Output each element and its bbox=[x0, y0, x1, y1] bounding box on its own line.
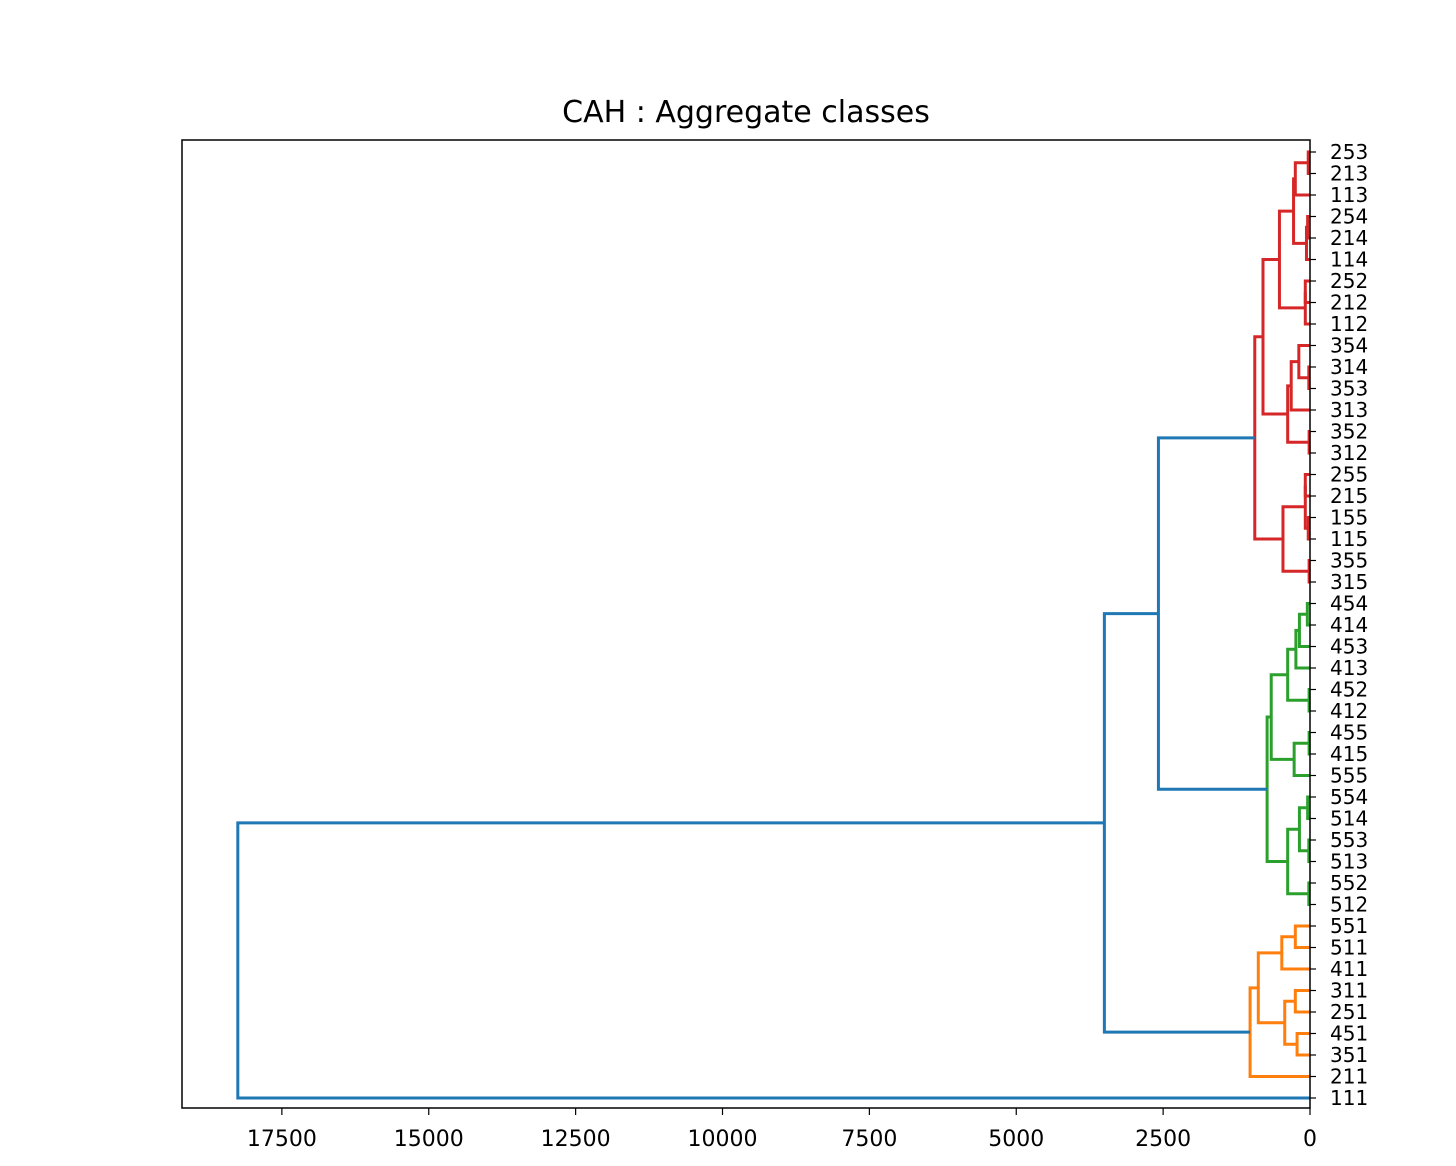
leaf-label: 351 bbox=[1330, 1043, 1368, 1067]
leaf-label: 355 bbox=[1330, 549, 1368, 573]
leaf-label: 551 bbox=[1330, 914, 1368, 938]
leaf-label: 514 bbox=[1330, 807, 1368, 831]
leaf-label: 353 bbox=[1330, 377, 1368, 401]
leaf-label: 352 bbox=[1330, 420, 1368, 444]
leaf-label: 213 bbox=[1330, 162, 1368, 186]
leaf-label: 112 bbox=[1330, 312, 1368, 336]
x-tick-label: 10000 bbox=[688, 1127, 758, 1152]
leaf-label: 412 bbox=[1330, 699, 1368, 723]
dendrogram-link bbox=[1293, 924, 1310, 949]
dendrogram-link bbox=[1303, 485, 1309, 530]
leaf-label: 513 bbox=[1330, 850, 1368, 874]
dendrogram-link bbox=[1286, 647, 1310, 702]
x-tick-label: 2500 bbox=[1135, 1127, 1191, 1152]
leaf-label: 314 bbox=[1330, 355, 1368, 379]
dendrogram-link bbox=[1306, 150, 1310, 175]
leaf-label: 114 bbox=[1330, 248, 1368, 272]
leaf-label: 454 bbox=[1330, 592, 1368, 616]
dendrogram-link bbox=[1156, 436, 1268, 791]
leaf-label: 553 bbox=[1330, 828, 1368, 852]
leaf-label: 554 bbox=[1330, 785, 1368, 809]
x-tick-label: 17500 bbox=[247, 1127, 317, 1152]
dendrogram-link bbox=[1305, 602, 1310, 627]
leaf-label: 313 bbox=[1330, 398, 1368, 422]
dendrogram-link bbox=[1297, 612, 1310, 648]
leaf-label: 552 bbox=[1330, 871, 1368, 895]
leaf-label: 555 bbox=[1330, 764, 1368, 788]
dendrogram-link bbox=[1303, 291, 1310, 326]
leaf-label: 212 bbox=[1330, 291, 1368, 315]
dendrogram-link bbox=[1253, 335, 1283, 541]
leaf-label: 254 bbox=[1330, 205, 1368, 229]
leaf-label: 354 bbox=[1330, 334, 1368, 358]
leaf-label: 413 bbox=[1330, 656, 1368, 680]
x-tick-label: 15000 bbox=[394, 1127, 464, 1152]
dendrogram-link bbox=[1286, 384, 1310, 444]
leaf-label: 252 bbox=[1330, 269, 1368, 293]
dendrogram-link bbox=[1297, 806, 1309, 853]
leaf-label: 312 bbox=[1330, 441, 1368, 465]
leaf-label: 115 bbox=[1330, 527, 1368, 551]
dendrogram-link bbox=[1102, 612, 1251, 1034]
leaf-label: 255 bbox=[1330, 463, 1368, 487]
x-tick-label: 7500 bbox=[841, 1127, 897, 1152]
dendrogram-link bbox=[1297, 344, 1310, 380]
leaf-label: 253 bbox=[1330, 140, 1368, 164]
leaf-label: 315 bbox=[1330, 570, 1368, 594]
dendrogram-link bbox=[1286, 827, 1309, 896]
dendrogram-link bbox=[1292, 741, 1310, 777]
leaf-label: 113 bbox=[1330, 183, 1368, 207]
leaf-label: 211 bbox=[1330, 1065, 1368, 1089]
x-tick-label: 12500 bbox=[541, 1127, 611, 1152]
leaf-label: 111 bbox=[1330, 1086, 1368, 1110]
leaf-label: 155 bbox=[1330, 506, 1368, 530]
x-tick-label: 5000 bbox=[988, 1127, 1044, 1152]
plot-frame bbox=[181, 139, 1311, 1109]
leaf-label: 512 bbox=[1330, 893, 1368, 917]
leaf-label: 415 bbox=[1330, 742, 1368, 766]
leaf-label: 215 bbox=[1330, 484, 1368, 508]
dendrogram-link bbox=[236, 821, 1310, 1100]
dendrogram-link bbox=[1289, 360, 1310, 412]
leaf-label: 455 bbox=[1330, 721, 1368, 745]
dendrogram-link bbox=[1295, 1032, 1310, 1057]
leaf-label: 414 bbox=[1330, 613, 1368, 637]
leaf-label: 214 bbox=[1330, 226, 1368, 250]
x-axis-ticks: 17500 15000 12500 10000 7500 5000 2500 0 bbox=[247, 1108, 1317, 1152]
x-tick-label: 0 bbox=[1303, 1127, 1317, 1152]
leaf-labels: 2532131132542141142522121123543143533133… bbox=[1310, 140, 1368, 1110]
dendrogram-links bbox=[236, 150, 1311, 1100]
leaf-label: 511 bbox=[1330, 936, 1368, 960]
dendrogram-link bbox=[1261, 258, 1288, 416]
leaf-label: 452 bbox=[1330, 678, 1368, 702]
dendrogram-link bbox=[1269, 673, 1295, 761]
dendrogram-link bbox=[1293, 989, 1310, 1014]
dendrogram-link bbox=[1283, 999, 1298, 1046]
dendrogram-link bbox=[1306, 516, 1310, 541]
leaf-label: 251 bbox=[1330, 1000, 1368, 1024]
leaf-label: 451 bbox=[1330, 1022, 1368, 1046]
chart-title: CAH : Aggregate classes bbox=[562, 95, 930, 130]
leaf-label: 311 bbox=[1330, 979, 1368, 1003]
leaf-label: 411 bbox=[1330, 957, 1368, 981]
leaf-label: 453 bbox=[1330, 635, 1368, 659]
